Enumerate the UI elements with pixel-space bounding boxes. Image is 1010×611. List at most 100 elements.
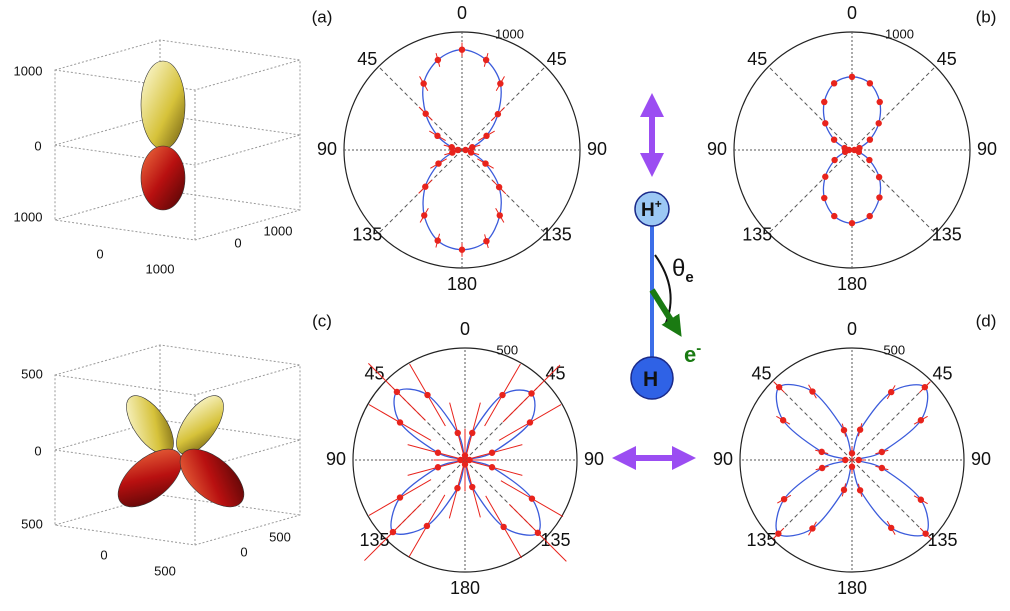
data-point <box>434 237 441 244</box>
data-point <box>841 144 848 152</box>
angle-label: θe <box>672 255 694 286</box>
data-point <box>830 136 838 143</box>
hydrogen-label: H <box>643 368 658 391</box>
theta-tick-label: 0 <box>457 3 467 23</box>
theta-tick-label: 135 <box>540 530 570 550</box>
data-point <box>775 383 783 391</box>
theta-grid-line <box>851 380 932 461</box>
surface-box <box>54 39 301 241</box>
z-tick-label: 0 <box>34 138 41 153</box>
data-point <box>423 522 431 530</box>
data-point <box>534 529 542 537</box>
data-point <box>458 246 466 253</box>
theta-tick-label: 45 <box>545 363 565 383</box>
data-point <box>822 120 829 127</box>
data-point <box>842 456 849 464</box>
data-point <box>449 149 456 156</box>
data-point <box>469 429 476 437</box>
data-point <box>848 463 856 470</box>
data-point <box>917 417 925 424</box>
data-point <box>434 132 441 140</box>
electron-label: e- <box>684 340 701 367</box>
panel-label: (b) <box>976 7 997 26</box>
data-point <box>494 110 502 118</box>
theta-tick-label: 0 <box>847 319 857 339</box>
data-point <box>434 56 442 64</box>
data-point <box>424 391 431 399</box>
data-point <box>497 80 504 87</box>
data-point <box>855 148 863 156</box>
theta-tick-label: 45 <box>357 49 377 69</box>
theta-tick-label: 90 <box>707 139 727 159</box>
data-point <box>866 212 873 220</box>
data-point <box>921 383 929 391</box>
data-point <box>454 429 461 437</box>
theta-grid-line <box>851 459 932 540</box>
data-point <box>422 110 429 117</box>
lobes <box>117 395 245 508</box>
data-point <box>830 80 838 87</box>
data-point <box>389 528 397 536</box>
theta-tick-label: 180 <box>837 578 867 598</box>
data-point <box>922 530 929 537</box>
theta-tick-label: 135 <box>927 530 957 550</box>
data-point <box>866 80 874 87</box>
theta-grid-line <box>851 66 936 151</box>
data-point <box>831 212 838 220</box>
theta-grid-line <box>768 149 853 234</box>
theta-tick-label: 135 <box>359 530 389 550</box>
data-point <box>821 194 828 202</box>
data-point <box>448 144 455 151</box>
panel-label: (c) <box>312 311 332 330</box>
angle-label-sub: e <box>685 269 693 286</box>
z-tick-label: 0 <box>34 443 41 458</box>
lobe <box>140 60 186 150</box>
data-point <box>848 219 856 227</box>
data-point <box>469 483 476 491</box>
data-point <box>809 525 816 532</box>
theta-grid-line <box>851 149 936 234</box>
data-point <box>855 456 862 464</box>
theta-tick-label: 135 <box>746 530 776 550</box>
data-point <box>396 419 404 426</box>
theta-tick-label: 180 <box>450 578 480 598</box>
data-point <box>422 183 429 190</box>
theta-grid-line <box>768 66 853 151</box>
data-point <box>526 419 534 426</box>
z-tick-label: 1000 <box>14 63 43 78</box>
panel-label: (d) <box>976 311 997 330</box>
theta-tick-label: 135 <box>542 224 572 244</box>
r-tick-label: 500 <box>496 342 518 357</box>
theta-tick-label: 90 <box>587 139 607 159</box>
data-point <box>878 448 886 456</box>
data-point <box>822 173 829 180</box>
x-tick-label: 500 <box>154 563 176 578</box>
data-point <box>469 144 476 151</box>
r-tick-label: 1000 <box>885 27 914 42</box>
theta-tick-label: 90 <box>326 449 346 469</box>
hydrogen-atom <box>630 356 674 400</box>
theta-tick-label: 90 <box>971 449 991 469</box>
y-tick-label: 0 <box>240 544 247 559</box>
data-point <box>866 156 873 164</box>
data-point <box>528 495 536 502</box>
y-tick-label: 1000 <box>264 223 293 238</box>
data-point <box>856 487 864 494</box>
data-point <box>888 388 895 396</box>
z-tick-label: 500 <box>21 366 43 381</box>
data-point <box>888 524 895 532</box>
theta-tick-label: 135 <box>932 224 962 244</box>
data-point <box>866 136 874 143</box>
data-point <box>775 530 782 537</box>
z-tick-label: 1000 <box>14 209 43 224</box>
data-point <box>467 149 475 156</box>
r-grid-circle <box>739 347 965 573</box>
data-point <box>848 450 856 457</box>
theta-tick-label: 0 <box>460 319 470 339</box>
data-point <box>499 391 506 399</box>
data-point <box>483 237 490 245</box>
theta-tick-label: 45 <box>747 49 767 69</box>
theta-grid-line <box>772 459 853 540</box>
z-tick-label: 500 <box>21 516 43 531</box>
